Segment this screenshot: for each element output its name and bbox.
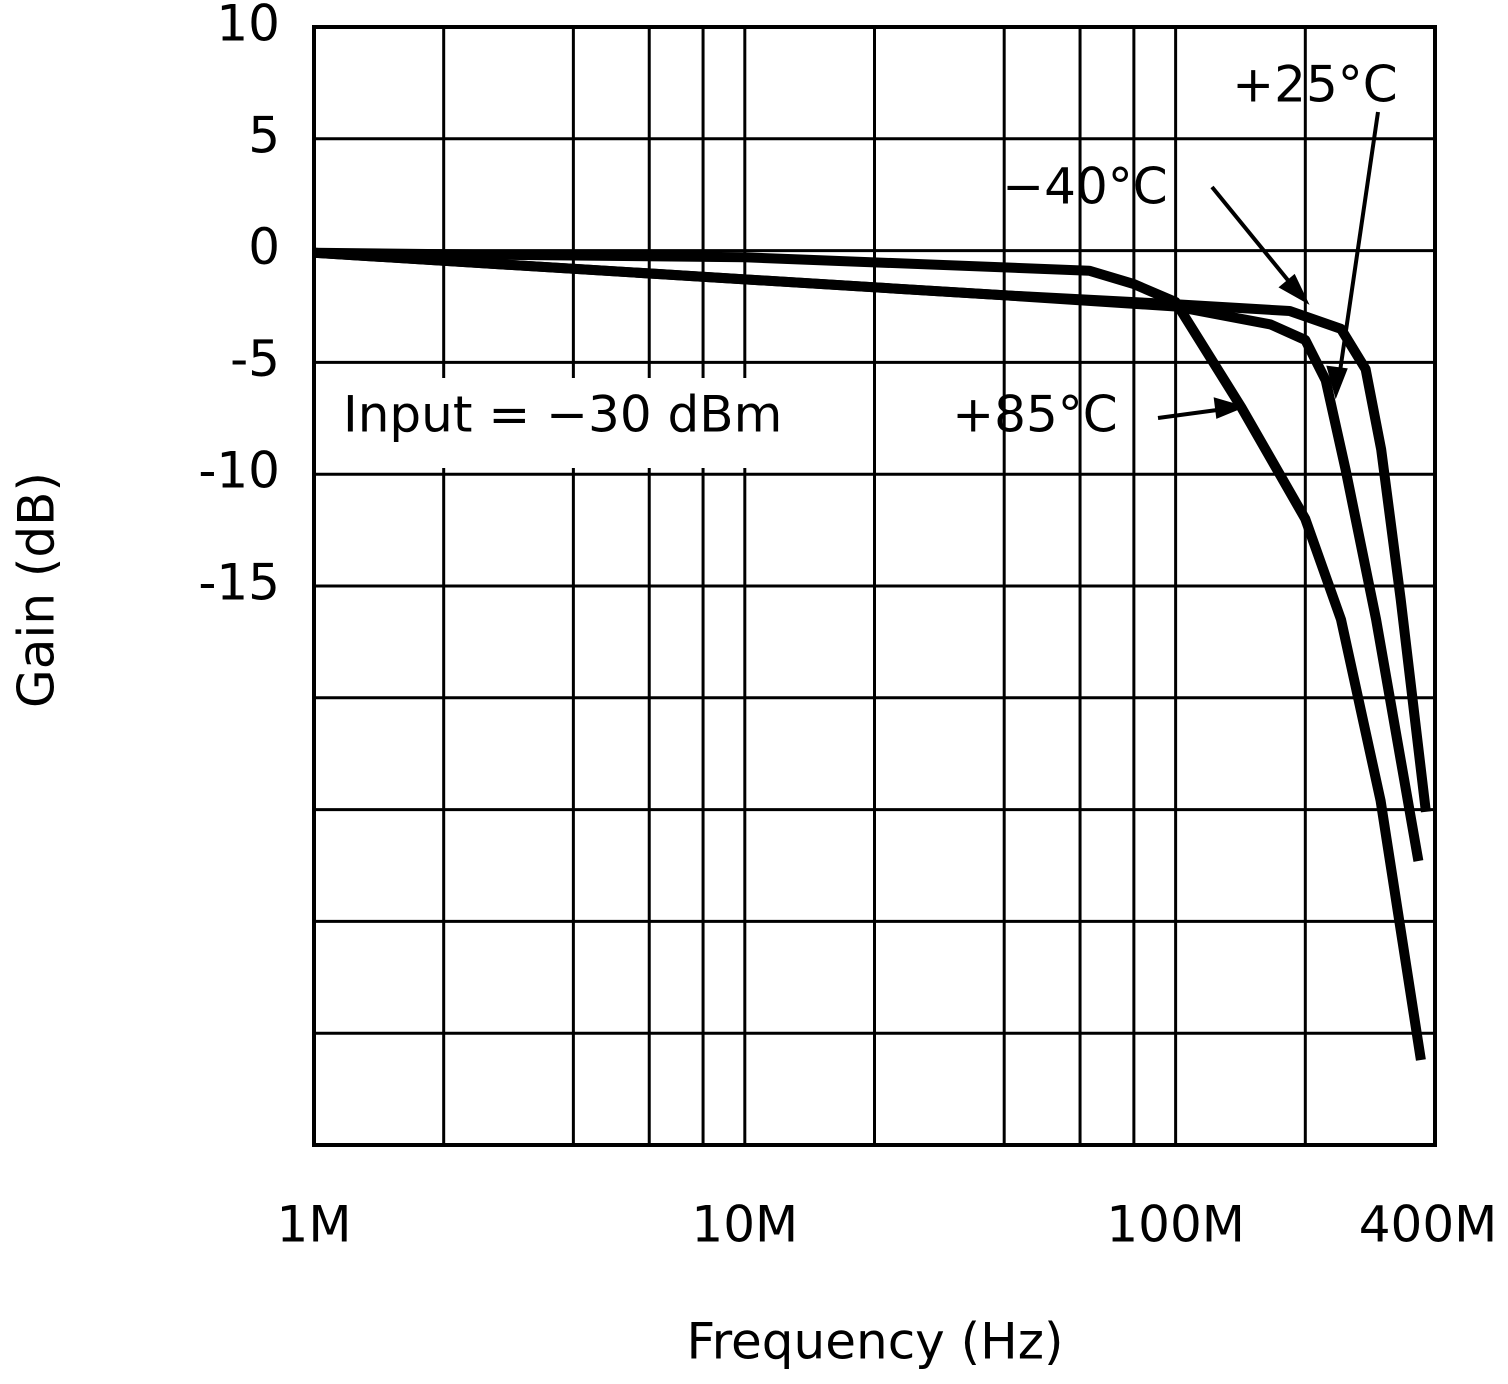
series-line [313,247,1426,1061]
x-axis-label: Frequency (Hz) [686,1313,1063,1371]
y-axis-label: Gain (dB) [8,472,66,708]
x-tick-label: 400M [1359,1196,1498,1254]
annotation-box [330,378,870,468]
x-tick-label: 100M [1106,1196,1245,1254]
grid [312,25,1437,1147]
arrowhead [1326,365,1348,400]
annotation: Input = −30 dBm [343,386,782,444]
arrowhead [1278,273,1310,305]
series-label: +85°C [952,386,1117,444]
series-line [313,247,1431,813]
plot-frame [312,25,1437,1147]
series-label: +25°C [1232,56,1397,114]
y-tick-label: -10 [198,442,280,500]
x-tick-label: 1M [277,1196,352,1254]
arrow [1210,185,1302,297]
x-tick-label: 10M [691,1196,798,1254]
series-label: −40°C [1002,158,1167,216]
y-tick-label: -5 [230,330,280,388]
y-tick-label: 10 [216,0,280,53]
arrowhead [1213,397,1247,419]
y-tick-label: -15 [198,554,280,612]
y-tick-label: 0 [248,218,280,276]
y-tick-label: 5 [248,106,280,164]
